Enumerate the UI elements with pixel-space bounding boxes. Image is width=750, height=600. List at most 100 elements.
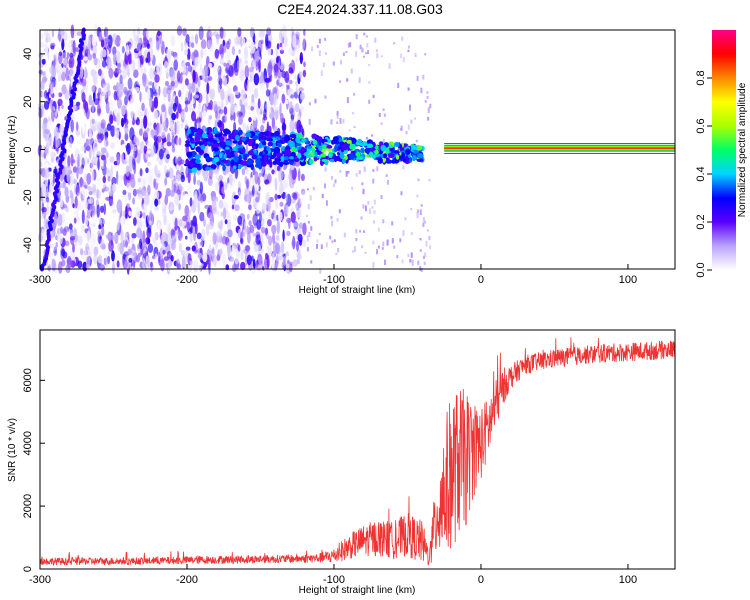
heatmap-noise-cell bbox=[117, 98, 122, 109]
heatmap-band-cell bbox=[208, 137, 215, 143]
heatmap-noise-cell bbox=[130, 148, 135, 159]
heatmap-noise-cell bbox=[359, 44, 362, 50]
heatmap-noise-cell bbox=[164, 176, 168, 186]
heatmap-noise-cell bbox=[195, 87, 199, 96]
heatmap-noise-cell bbox=[112, 85, 117, 91]
heatmap-noise-cell bbox=[185, 246, 191, 251]
heatmap-noise-cell bbox=[262, 30, 266, 36]
heatmap-noise-cell bbox=[294, 103, 300, 113]
heatmap-noise-cell bbox=[113, 232, 119, 244]
heatmap-band-cell bbox=[375, 149, 379, 155]
heatmap-band-cell bbox=[289, 156, 294, 160]
heatmap-noise-cell bbox=[165, 187, 171, 197]
heatmap-noise-cell bbox=[246, 193, 250, 205]
heatmap-band-cell bbox=[385, 148, 389, 156]
heatmap-noise-cell bbox=[231, 245, 235, 255]
heatmap-noise-cell bbox=[237, 215, 243, 225]
heatmap-noise-cell bbox=[182, 189, 185, 197]
heatmap-noise-cell bbox=[202, 252, 208, 263]
snr-x-tick-label: -300 bbox=[29, 574, 51, 586]
heatmap-noise-cell bbox=[269, 92, 274, 106]
heatmap-noise-cell bbox=[41, 202, 45, 215]
heatmap-noise-cell bbox=[189, 210, 193, 217]
heatmap-band-cell bbox=[274, 130, 280, 137]
heatmap-noise-cell bbox=[172, 94, 176, 100]
heatmap-noise-cell bbox=[92, 184, 97, 196]
colorbar-tick-label: 0.6 bbox=[695, 118, 707, 133]
heatmap-band-cell bbox=[223, 128, 230, 134]
heatmap-noise-cell bbox=[258, 35, 264, 41]
heatmap-noise-cell bbox=[177, 156, 183, 166]
heatmap-noise-cell bbox=[130, 45, 134, 54]
heatmap-noise-cell bbox=[135, 207, 141, 220]
heatmap-noise-cell bbox=[303, 28, 306, 37]
heatmap-noise-cell bbox=[291, 198, 296, 204]
heatmap-noise-cell bbox=[61, 71, 66, 82]
heatmap-noise-cell bbox=[233, 195, 239, 200]
heatmap-noise-cell bbox=[115, 81, 120, 94]
heatmap-noise-cell bbox=[312, 187, 315, 191]
heatmap-noise-cell bbox=[240, 68, 245, 79]
heatmap-noise-cell bbox=[373, 210, 376, 214]
heatmap-noise-cell bbox=[163, 241, 168, 247]
heatmap-noise-cell bbox=[259, 83, 265, 91]
colorbar-tick-label: 0.8 bbox=[695, 70, 707, 85]
heatmap-noise-cell bbox=[290, 211, 296, 224]
heatmap-noise-cell bbox=[337, 247, 340, 253]
heatmap-noise-cell bbox=[111, 234, 115, 241]
heatmap-noise-cell bbox=[246, 83, 251, 91]
heatmap-noise-cell bbox=[260, 124, 265, 132]
heatmap-noise-cell bbox=[348, 129, 351, 132]
heatmap-noise-cell bbox=[377, 245, 380, 249]
heatmap-noise-cell bbox=[306, 247, 309, 252]
heatmap-noise-cell bbox=[64, 186, 69, 198]
heatmap-noise-cell bbox=[77, 244, 81, 253]
heatmap-band-cell bbox=[408, 158, 412, 163]
heatmap-noise-cell bbox=[296, 240, 299, 252]
heatmap-band-cell bbox=[309, 158, 314, 165]
heatmap-noise-cell bbox=[371, 134, 374, 137]
heatmap-noise-cell bbox=[402, 57, 405, 62]
heatmap-noise-cell bbox=[125, 44, 130, 56]
heatmap-noise-cell bbox=[292, 235, 296, 250]
heatmap-noise-cell bbox=[200, 39, 207, 50]
heatmap-x-axis: -300 -200 -100 0 100 bbox=[29, 264, 637, 286]
heatmap-noise-cell bbox=[159, 247, 164, 261]
heatmap-noise-cell bbox=[197, 92, 203, 104]
heatmap-noise-cell bbox=[386, 239, 389, 245]
heatmap-noise-cell bbox=[133, 217, 137, 226]
heatmap-noise-cell bbox=[265, 33, 269, 47]
heatmap-noise-cell bbox=[214, 48, 219, 59]
heatmap-band-cell bbox=[380, 145, 387, 152]
heatmap-noise-cell bbox=[166, 135, 170, 142]
heatmap-noise-cell bbox=[139, 217, 146, 224]
heatmap-y-tick-label: 40 bbox=[22, 48, 34, 60]
heatmap-noise-cell bbox=[86, 172, 92, 185]
heatmap-noise-cell bbox=[131, 179, 134, 187]
heatmap-noise-cell bbox=[71, 193, 74, 207]
heatmap-band-cell bbox=[360, 147, 365, 154]
heatmap-noise-cell bbox=[148, 167, 155, 179]
heatmap-noise-cell bbox=[359, 230, 362, 233]
heatmap-noise-cell bbox=[409, 259, 412, 263]
heatmap-noise-cell bbox=[83, 98, 87, 110]
heatmap-noise-cell bbox=[122, 253, 126, 260]
heatmap-noise-cell bbox=[101, 188, 105, 193]
heatmap-noise-cell bbox=[310, 260, 313, 264]
heatmap-band-cell bbox=[301, 138, 307, 142]
heatmap-noise-cell bbox=[149, 96, 153, 109]
heatmap-noise-cell bbox=[133, 36, 136, 51]
heatmap-noise-cell bbox=[352, 111, 355, 115]
heatmap-noise-cell bbox=[278, 256, 284, 261]
heatmap-band-cell bbox=[240, 160, 245, 165]
heatmap-noise-cell bbox=[96, 104, 101, 117]
heatmap-band-cell bbox=[268, 138, 273, 142]
heatmap-noise-cell bbox=[345, 170, 348, 177]
heatmap-noise-cell bbox=[101, 194, 107, 203]
heatmap-noise-cell bbox=[180, 122, 184, 129]
heatmap-noise-cell bbox=[266, 27, 272, 36]
heatmap-noise-cell bbox=[182, 215, 188, 222]
heatmap-noise-cell bbox=[94, 98, 100, 106]
heatmap-noise-cell bbox=[87, 53, 93, 61]
heatmap-noise-cell bbox=[39, 104, 45, 118]
